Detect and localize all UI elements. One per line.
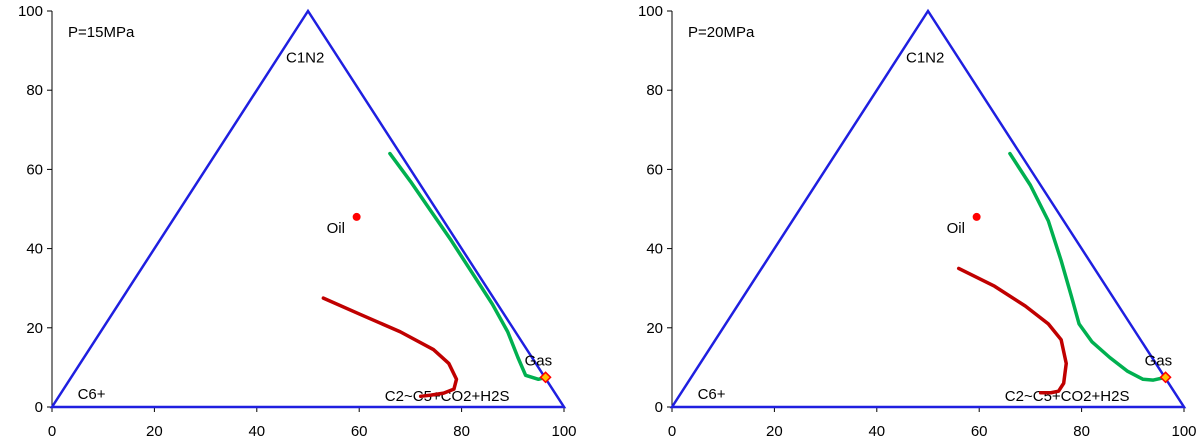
y-tick-label: 80 [26, 82, 43, 99]
y-tick-label: 20 [646, 320, 663, 337]
y-tick-label: 60 [646, 161, 663, 178]
x-tick-label: 100 [551, 423, 576, 440]
y-tick-label: 80 [646, 82, 663, 99]
point-marker-gas [539, 371, 552, 384]
ternary-triangle [669, 8, 1187, 409]
ternary-triangle [49, 8, 567, 409]
x-tick-label: 0 [668, 423, 676, 440]
x-tick-label: 40 [868, 423, 885, 440]
vertex-label-left: C6+ [78, 386, 106, 403]
point-label-gas: Gas [1145, 352, 1173, 369]
series-line-1 [956, 266, 1068, 395]
vertex-label-right: C2~C5+CO2+H2S [1005, 388, 1130, 405]
x-tick-label: 40 [248, 423, 265, 440]
x-tick-label: 100 [1171, 423, 1196, 440]
x-tick-label: 20 [766, 423, 783, 440]
y-tick-label: 0 [655, 399, 663, 416]
y-tick-label: 20 [26, 320, 43, 337]
vertex-label-right: C2~C5+CO2+H2S [385, 388, 510, 405]
vertex-label-top: C1N2 [286, 49, 324, 66]
vertex-label-top: C1N2 [906, 49, 944, 66]
y-tick-label: 0 [35, 399, 43, 416]
series-line-2 [388, 151, 548, 382]
point-label-gas: Gas [525, 352, 553, 369]
series-line-2 [1008, 151, 1168, 382]
point-marker-oil [972, 212, 981, 221]
point-label-oil: Oil [947, 220, 965, 237]
y-tick-label: 100 [18, 3, 43, 20]
series-line-1 [321, 296, 459, 399]
point-label-oil: Oil [327, 220, 345, 237]
y-tick-label: 40 [646, 241, 663, 258]
x-tick-label: 60 [971, 423, 988, 440]
ternary-panel-2: 0 20 40 60 80 100 0 20 40 60 80 100 P=20MPa C1N2 C6+ C2… [638, 3, 1197, 440]
point-marker-oil [352, 212, 361, 221]
pressure-label: P=15MPa [68, 24, 135, 41]
ternary-panel-1: 0 20 40 60 80 100 0 20 40 60 80 100 P=15MPa C1N2 C6+ C2… [18, 3, 577, 440]
x-tick-label: 80 [453, 423, 470, 440]
x-tick-label: 20 [146, 423, 163, 440]
vertex-label-left: C6+ [698, 386, 726, 403]
y-tick-label: 100 [638, 3, 663, 20]
x-tick-label: 0 [48, 423, 56, 440]
pressure-label: P=20MPa [688, 24, 755, 41]
point-marker-gas [1159, 371, 1172, 384]
y-tick-label: 60 [26, 161, 43, 178]
y-tick-label: 40 [26, 241, 43, 258]
x-tick-label: 60 [351, 423, 368, 440]
x-tick-label: 80 [1073, 423, 1090, 440]
